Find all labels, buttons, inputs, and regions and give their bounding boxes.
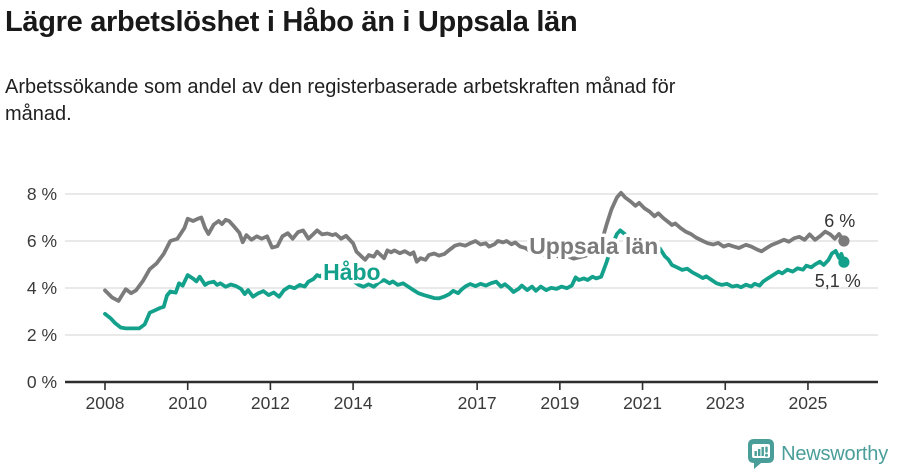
x-tick-label: 2025 <box>788 393 827 413</box>
x-tick-label: 2019 <box>540 393 579 413</box>
y-tick-label: 2 % <box>27 325 57 345</box>
newsworthy-logo-icon <box>748 439 775 469</box>
x-tick-label: 2017 <box>458 393 497 413</box>
x-tick-label: 2023 <box>706 393 745 413</box>
y-tick-label: 8 % <box>27 184 57 204</box>
series-inline-label-1: Håbo <box>323 259 381 285</box>
newsworthy-brand: Newsworthy <box>748 439 888 469</box>
y-tick-label: 4 % <box>27 278 57 298</box>
y-tick-label: 6 % <box>27 231 57 251</box>
series-line-0 <box>103 190 846 303</box>
series-end-dot-0 <box>838 235 850 247</box>
x-tick-label: 2012 <box>251 393 290 413</box>
x-tick-label: 2008 <box>86 393 125 413</box>
series-line-1 <box>103 228 846 331</box>
x-tick-label: 2021 <box>623 393 662 413</box>
series-end-value-label-0: 6 % <box>824 211 855 231</box>
x-tick-label: 2010 <box>168 393 207 413</box>
chart-subtitle: Arbetssökande som andel av den registerb… <box>5 76 676 125</box>
page-title: Lägre arbetslöshet i Håbo än i Uppsala l… <box>5 6 578 38</box>
y-tick-label: 0 % <box>27 372 57 392</box>
x-tick-label: 2014 <box>334 393 373 413</box>
series-inline-label-0: Uppsala län <box>529 233 658 259</box>
series-end-value-label-1: 5,1 % <box>815 271 861 291</box>
series-end-dot-1 <box>838 256 850 268</box>
newsworthy-brand-name: Newsworthy <box>781 442 888 465</box>
